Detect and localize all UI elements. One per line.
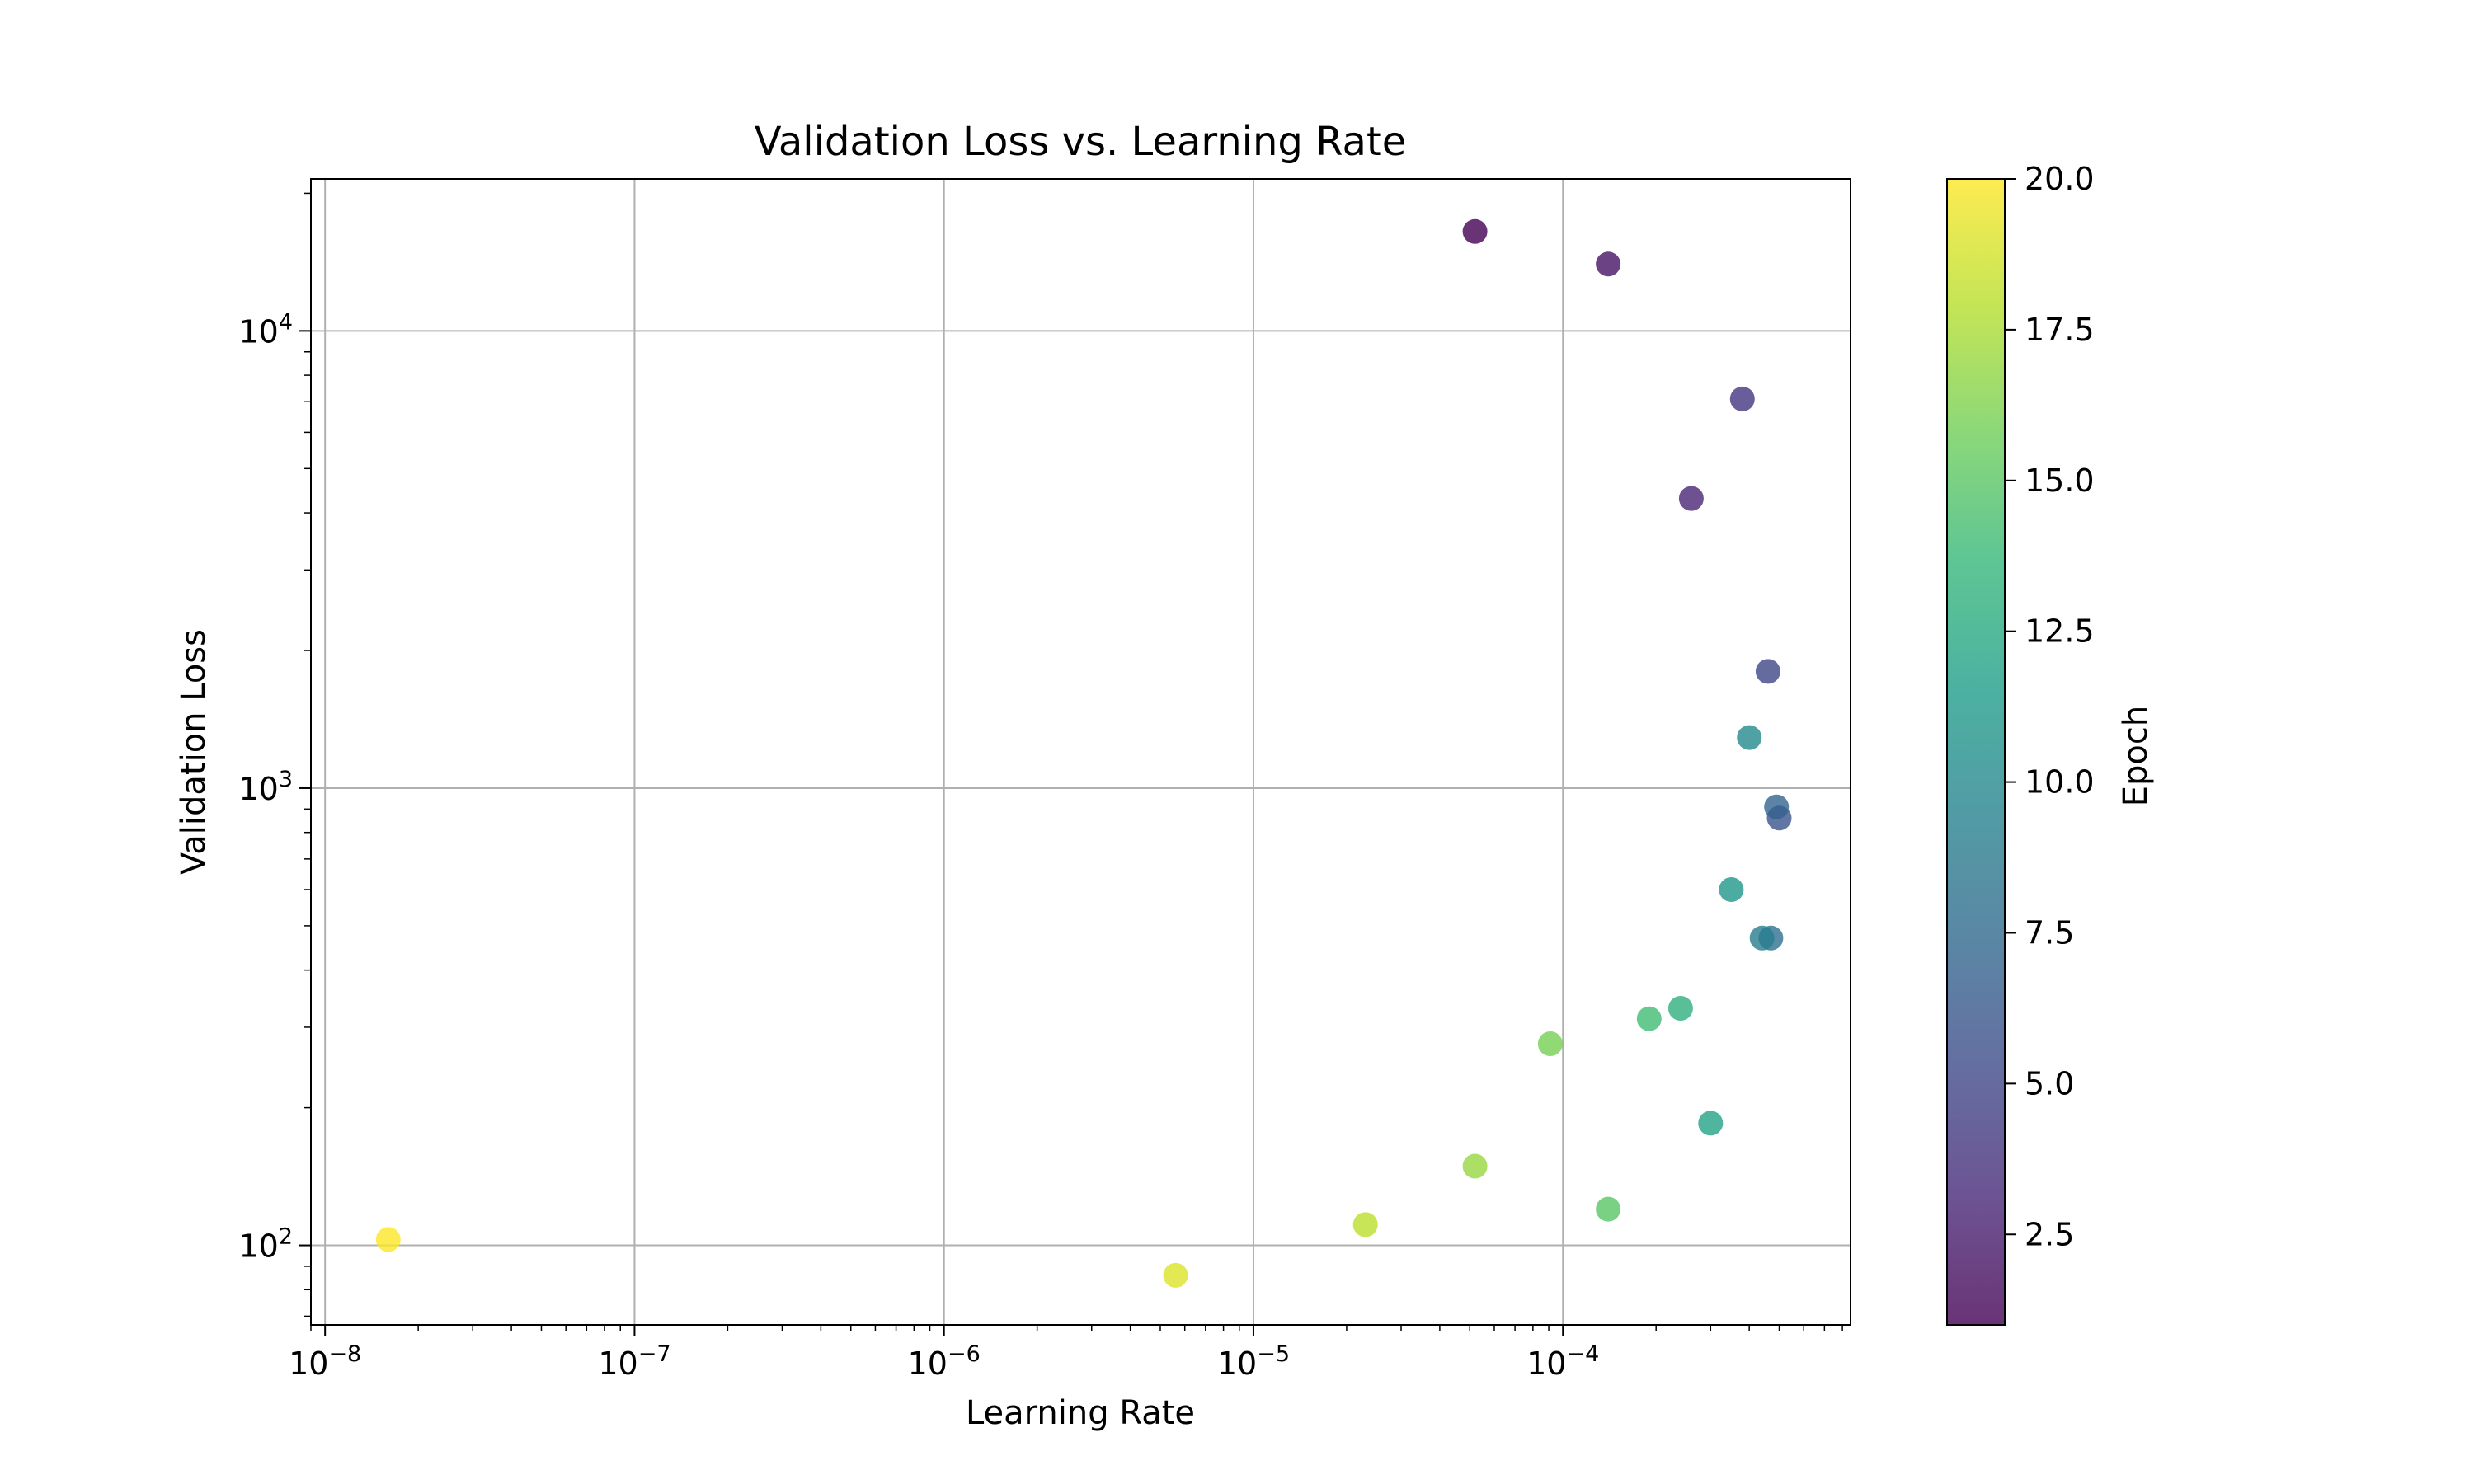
x-tick-label: 10−6: [908, 1341, 981, 1382]
chart-title: Validation Loss vs. Learning Rate: [755, 119, 1406, 165]
colorbar-tick-label: 12.5: [2025, 613, 2095, 650]
data-points: [375, 218, 1792, 1288]
scatter-point: [1737, 725, 1762, 750]
x-tick-label: 10−7: [598, 1341, 670, 1382]
colorbar-tick-label: 20.0: [2025, 161, 2095, 197]
colorbar-tick-label: 15.0: [2025, 463, 2095, 499]
scatter-point: [1596, 1196, 1621, 1222]
y-tick-label: 104: [238, 309, 293, 350]
scatter-point: [375, 1227, 401, 1252]
y-axis-title: Validation Loss: [175, 629, 213, 875]
x-tick-label: 10−4: [1526, 1341, 1599, 1382]
scatter-point: [1636, 1006, 1662, 1031]
scatter-point: [1596, 251, 1621, 277]
x-tick-label: 10−8: [289, 1341, 361, 1382]
scatter-point: [1667, 996, 1693, 1021]
colorbar-ticks: 2.5 5.0 7.5 10.0 12.5 15.0 17.5 20.0: [2005, 161, 2095, 1252]
y-tick-label: 102: [238, 1224, 293, 1265]
axis-ticks: 10−8 10−7 10−6 10−5 10−4 102 103 104: [238, 192, 1843, 1382]
colorbar-tick-label: 2.5: [2025, 1216, 2074, 1252]
scatter-point: [1749, 925, 1775, 951]
scatter-point: [1462, 218, 1488, 244]
scatter-point: [1764, 794, 1790, 819]
grid: [311, 179, 1851, 1325]
x-axis-title: Learning Rate: [966, 1394, 1195, 1432]
scatter-point: [1163, 1262, 1188, 1288]
plot-area-frame: [310, 178, 1851, 1326]
scatter-point: [1537, 1031, 1563, 1056]
colorbar-tick-label: 5.0: [2025, 1065, 2074, 1101]
colorbar-label: Epoch: [2117, 706, 2155, 806]
scatter-point: [1462, 1153, 1488, 1179]
x-tick-label: 10−5: [1217, 1341, 1290, 1382]
scatter-point: [1698, 1111, 1724, 1136]
colorbar-tick-label: 17.5: [2025, 312, 2095, 348]
scatter-point: [1755, 659, 1780, 684]
colorbar-tick-label: 10.0: [2025, 764, 2095, 801]
scatter-point: [1678, 486, 1704, 511]
colorbar-tick-label: 7.5: [2025, 914, 2074, 951]
scatter-point: [1352, 1212, 1378, 1237]
y-tick-label: 103: [238, 767, 293, 807]
colorbar-fill: [1947, 179, 2005, 1325]
colorbar-frame: [1946, 178, 2006, 1326]
colorbar: 2.5 5.0 7.5 10.0 12.5 15.0 17.5 20.0 Epoch: [1946, 161, 2155, 1326]
scatter-point: [1719, 877, 1744, 902]
scatter-point: [1729, 386, 1755, 411]
